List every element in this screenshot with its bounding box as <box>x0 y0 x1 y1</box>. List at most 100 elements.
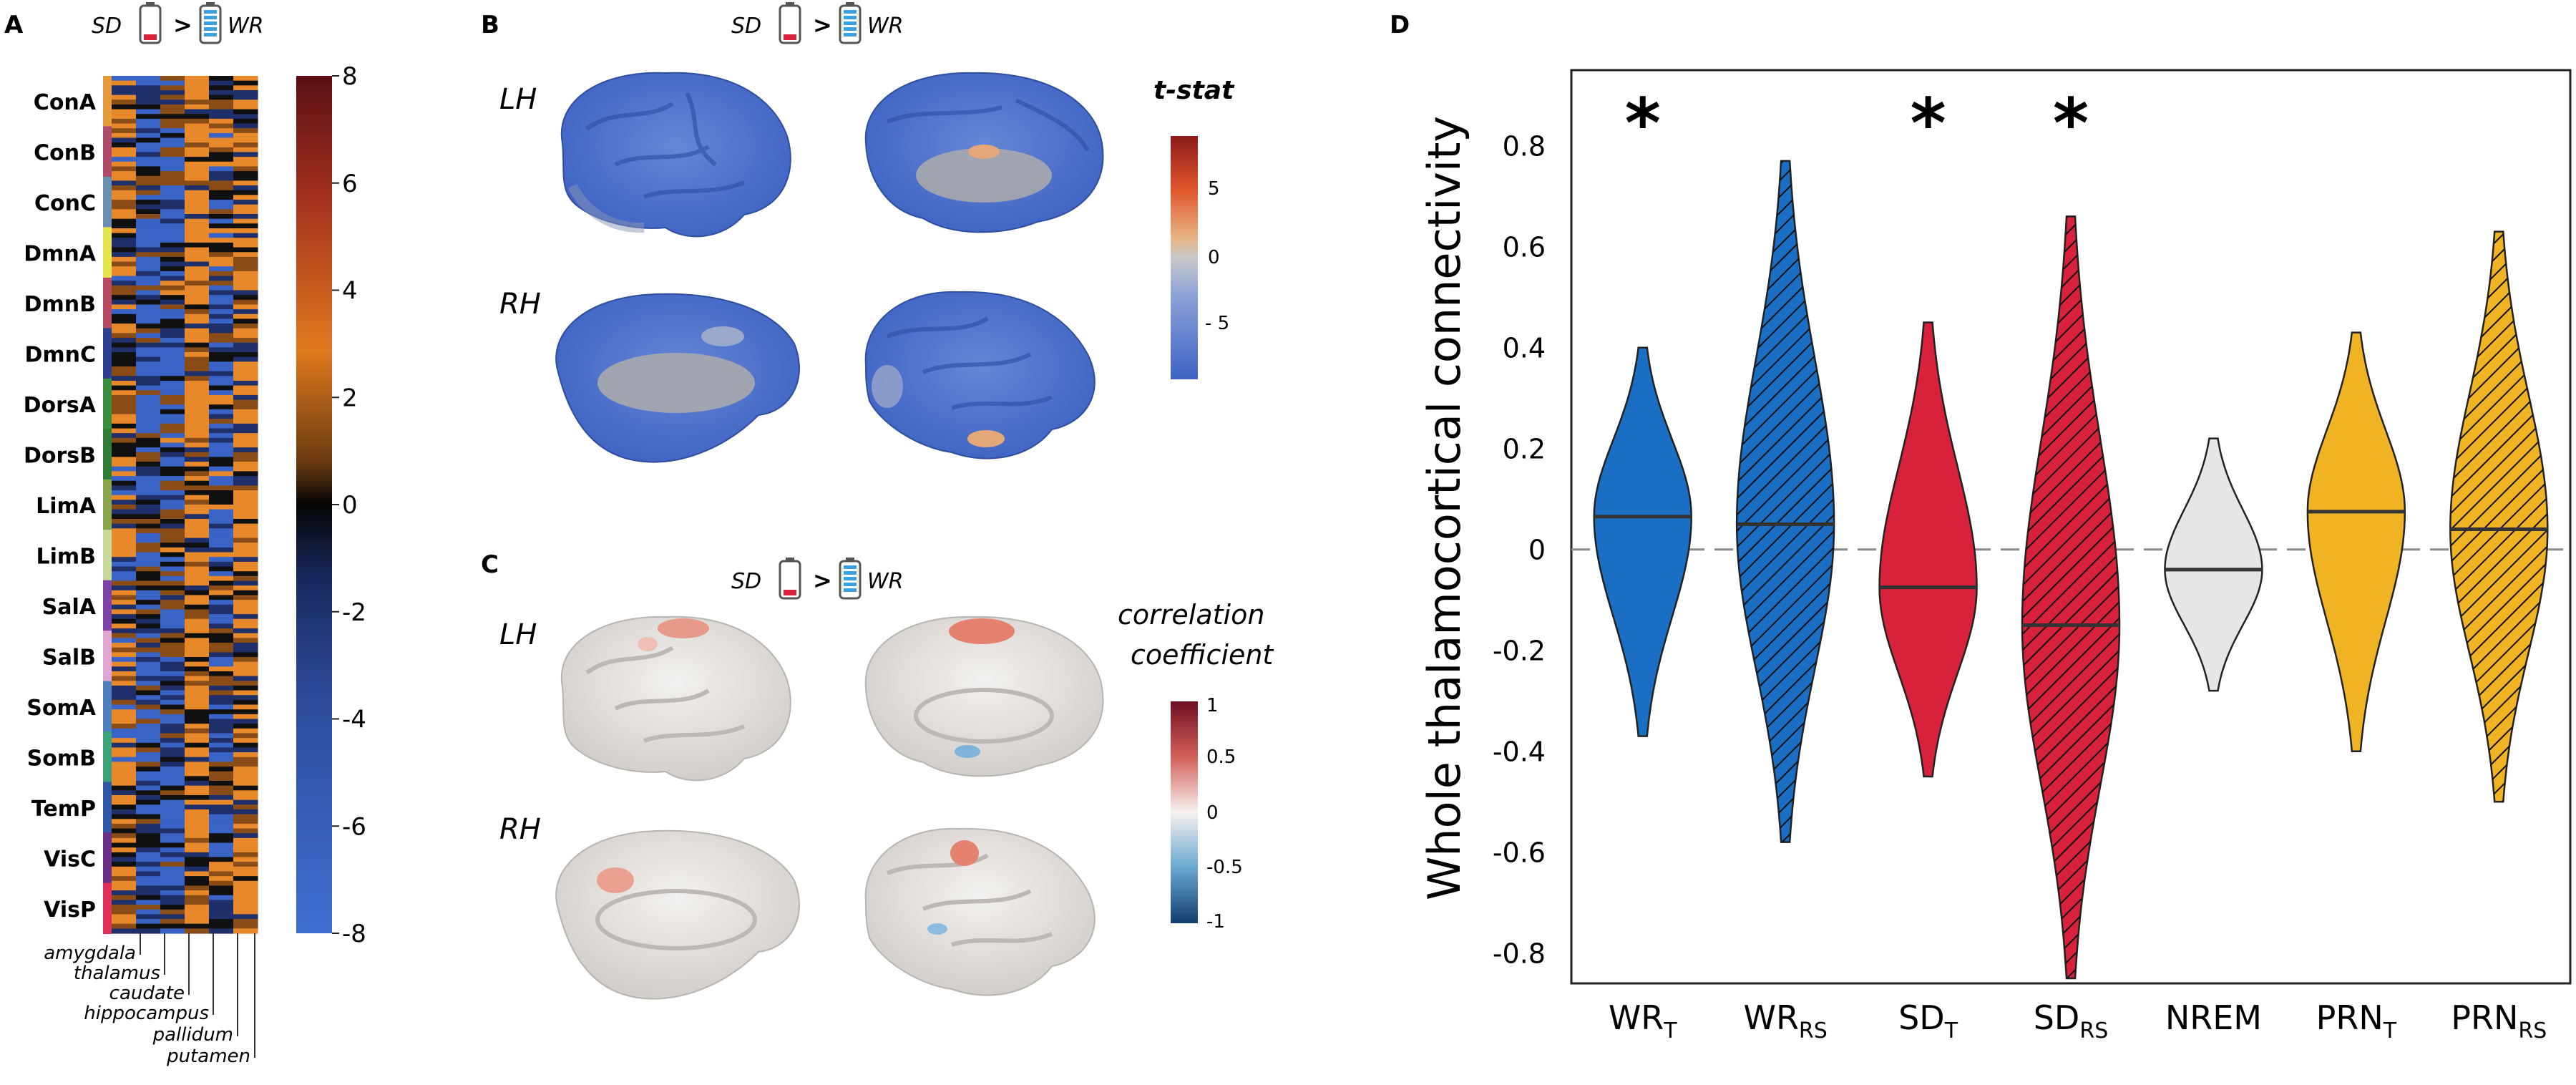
heatmap-cell <box>112 690 137 696</box>
heatmap-cell <box>136 647 161 653</box>
contrast-left: SD <box>92 14 122 39</box>
heatmap-cell <box>112 209 137 215</box>
heatmap-cell <box>209 433 234 439</box>
heatmap-cell <box>209 695 234 701</box>
heatmap-cell <box>160 128 185 134</box>
heatmap-cell <box>160 366 185 372</box>
heatmap-cell <box>209 671 234 677</box>
heatmap-cell <box>160 518 185 525</box>
heatmap-cell <box>112 618 137 624</box>
heatmap-cell <box>160 185 185 191</box>
heatmap-cell <box>160 714 185 720</box>
violin-hatch <box>2022 216 2119 978</box>
hemi-label-lh: LH <box>499 83 537 116</box>
heatmap-cell <box>136 509 161 515</box>
heatmap-cell <box>136 214 161 220</box>
heatmap-cell <box>209 476 234 482</box>
heatmap-cell <box>209 862 234 867</box>
heatmap-cell <box>233 309 258 315</box>
heatmap-cell <box>209 847 234 853</box>
heatmap-cell <box>160 180 185 186</box>
heatmap-cell <box>160 452 185 458</box>
network-label: DorsB <box>24 444 96 469</box>
heatmap-cell <box>136 104 161 110</box>
heatmap-cell <box>185 94 210 100</box>
heatmap-cell <box>112 776 137 782</box>
heatmap-cell <box>185 575 210 582</box>
heatmap-cell <box>209 742 234 749</box>
heatmap-cell <box>209 557 234 563</box>
heatmap-cell <box>112 794 137 801</box>
heatmap-cell <box>185 690 210 696</box>
heatmap-cell <box>185 681 210 686</box>
heatmap-cell <box>136 656 161 663</box>
heatmap-cell <box>185 909 210 915</box>
heatmap-cell <box>209 276 234 281</box>
heatmap-cell <box>112 609 137 615</box>
heatmap-cell <box>209 109 234 115</box>
colorbar-c-tick: -1 <box>1206 911 1225 933</box>
heatmap-cell <box>185 242 210 248</box>
heatmap-cell <box>112 742 137 749</box>
heatmap-cell <box>160 671 185 677</box>
heatmap-cell <box>112 356 137 362</box>
heatmap-cell <box>209 104 234 110</box>
heatmap-cell <box>209 376 234 381</box>
heatmap-cell <box>233 862 258 867</box>
heatmap-cell <box>209 281 234 286</box>
heatmap-cell <box>136 261 161 267</box>
heatmap-cell <box>233 290 258 296</box>
heatmap-cell <box>112 914 137 920</box>
heatmap-cell <box>160 580 185 586</box>
heatmap-cell <box>112 828 137 834</box>
heatmap-cell <box>112 842 137 848</box>
heatmap-cell <box>160 647 185 653</box>
heatmap-cell <box>160 266 185 272</box>
heatmap-cell <box>209 132 234 139</box>
heatmap-cell <box>185 514 210 520</box>
heatmap-cell <box>233 152 258 157</box>
heatmap-cell <box>233 452 258 458</box>
heatmap-cell <box>160 871 185 877</box>
heatmap-cell <box>185 704 210 710</box>
heatmap-cell <box>160 862 185 867</box>
heatmap-cell <box>185 842 210 848</box>
heatmap-cell <box>112 561 137 568</box>
heatmap-cell <box>136 428 161 434</box>
heatmap-cell <box>185 476 210 482</box>
heatmap-cell <box>136 185 161 191</box>
heatmap-cell <box>112 762 137 767</box>
heatmap-cell <box>185 204 210 210</box>
heatmap-cell <box>112 118 137 125</box>
network-label: LimA <box>36 494 97 519</box>
heatmap-cell <box>233 547 258 553</box>
heatmap-cell <box>233 142 258 148</box>
heatmap-cell <box>112 433 137 439</box>
heatmap-cell <box>233 771 258 777</box>
heatmap-cell <box>209 756 234 762</box>
heatmap-cell <box>136 433 161 439</box>
heatmap-cell <box>112 132 137 139</box>
heatmap-cell <box>185 618 210 624</box>
heatmap-cell <box>209 566 234 572</box>
heatmap-cell <box>160 590 185 596</box>
heatmap-cell <box>233 94 258 100</box>
heatmap-cell <box>209 419 234 424</box>
heatmap-cell <box>185 652 210 658</box>
heatmap-cell <box>112 180 137 186</box>
heatmap-cell <box>136 99 161 105</box>
heatmap-cell <box>112 347 137 353</box>
heatmap-cell <box>233 485 258 491</box>
heatmap-cell <box>209 290 234 296</box>
heatmap-cell <box>185 171 210 177</box>
heatmap-cell <box>185 419 210 424</box>
heatmap-cell <box>136 514 161 520</box>
network-color-block <box>103 378 112 430</box>
heatmap-cell <box>185 385 210 391</box>
heatmap-cell <box>112 161 137 167</box>
heatmap-cell <box>185 685 210 691</box>
heatmap-cell <box>136 905 161 910</box>
heatmap-cell <box>209 799 234 805</box>
heatmap-cell <box>185 876 210 882</box>
violin-body <box>1593 346 1692 737</box>
